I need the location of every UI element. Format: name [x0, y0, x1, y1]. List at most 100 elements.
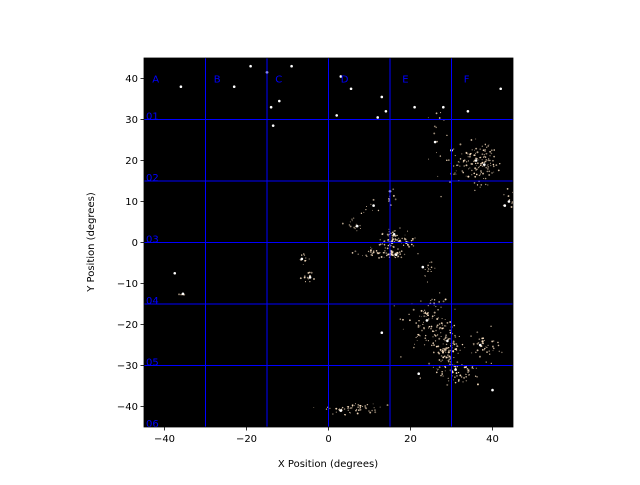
star-point — [440, 112, 442, 114]
star-point — [462, 161, 465, 163]
star-point — [465, 380, 468, 382]
star-point — [391, 234, 394, 237]
star-point — [471, 352, 473, 354]
star-point — [396, 239, 398, 241]
x-tick-label: 0 — [325, 434, 331, 445]
star-point — [423, 315, 426, 318]
star-point — [481, 342, 483, 344]
star-point — [448, 349, 450, 352]
star-point — [481, 161, 484, 164]
star-point — [420, 309, 423, 312]
bright-star-point — [421, 265, 425, 269]
star-point — [473, 160, 475, 163]
star-point — [447, 351, 450, 354]
x-tick-label: 20 — [404, 434, 417, 445]
star-point — [391, 237, 394, 239]
star-point — [427, 266, 428, 268]
star-point — [436, 368, 438, 370]
star-point — [442, 348, 444, 350]
star-point — [349, 221, 351, 223]
star-point — [347, 405, 350, 408]
star-point — [482, 149, 485, 152]
star-point — [476, 331, 479, 334]
star-point — [477, 166, 480, 169]
star-point — [459, 143, 462, 146]
star-point — [305, 259, 307, 261]
star-point — [411, 243, 413, 246]
star-point — [335, 407, 338, 410]
star-point — [402, 328, 404, 330]
star-point — [455, 372, 458, 374]
star-point — [349, 225, 352, 228]
star-point — [391, 252, 394, 254]
star-point — [357, 404, 359, 406]
star-point — [367, 250, 370, 253]
bright-star-point — [392, 233, 396, 236]
star-point — [300, 259, 302, 261]
star-point — [423, 312, 425, 314]
star-point — [506, 187, 509, 190]
star-point — [404, 238, 407, 241]
star-point — [480, 171, 482, 174]
y-axis-label: Y Position (degrees) — [86, 192, 97, 293]
star-point — [489, 162, 491, 164]
star-point — [366, 255, 368, 258]
star-point — [303, 275, 306, 278]
star-point — [427, 311, 430, 314]
star-point — [476, 376, 478, 378]
star-point — [344, 413, 346, 416]
star-point — [439, 292, 441, 294]
star-point — [380, 256, 383, 258]
star-point — [480, 170, 482, 172]
bright-star-point — [466, 110, 470, 113]
star-point — [424, 337, 427, 340]
star-point — [433, 344, 435, 346]
star-point — [444, 350, 446, 352]
star-point — [476, 151, 479, 154]
star-point — [347, 407, 349, 410]
star-point — [392, 194, 395, 197]
star-point — [412, 308, 415, 311]
star-point — [487, 164, 489, 166]
star-point — [383, 240, 386, 242]
star-point — [373, 407, 375, 409]
star-point — [436, 140, 438, 143]
star-point — [434, 267, 436, 269]
bright-star-point — [446, 339, 449, 343]
star-point — [463, 165, 466, 167]
star-point — [449, 321, 452, 323]
star-point — [362, 255, 363, 257]
star-point — [440, 195, 442, 198]
star-point — [485, 361, 487, 363]
star-point — [446, 321, 449, 324]
star-point — [410, 240, 413, 242]
star-point — [387, 239, 389, 241]
star-point — [439, 155, 442, 157]
star-point — [489, 155, 491, 157]
x-axis-label: X Position (degrees) — [278, 459, 378, 470]
star-point — [470, 163, 473, 165]
star-point — [465, 374, 467, 375]
star-point — [180, 294, 182, 296]
star-point — [475, 367, 478, 369]
bright-star-point — [376, 116, 380, 119]
bright-star-point — [300, 257, 304, 261]
star-point — [489, 353, 491, 355]
star-point — [438, 117, 441, 119]
star-point — [374, 411, 377, 414]
star-point — [455, 170, 457, 172]
star-point — [303, 254, 306, 256]
star-point — [406, 230, 409, 232]
star-point — [454, 336, 457, 338]
star-point — [403, 237, 406, 239]
star-point — [325, 408, 328, 410]
star-point — [434, 314, 436, 317]
grid-row-label: 06 — [146, 419, 159, 430]
star-point — [489, 159, 491, 162]
star-point — [399, 318, 402, 320]
star-point — [439, 326, 442, 329]
star-point — [418, 320, 420, 322]
star-point — [452, 340, 455, 343]
star-point — [478, 166, 480, 168]
star-point — [399, 227, 401, 229]
